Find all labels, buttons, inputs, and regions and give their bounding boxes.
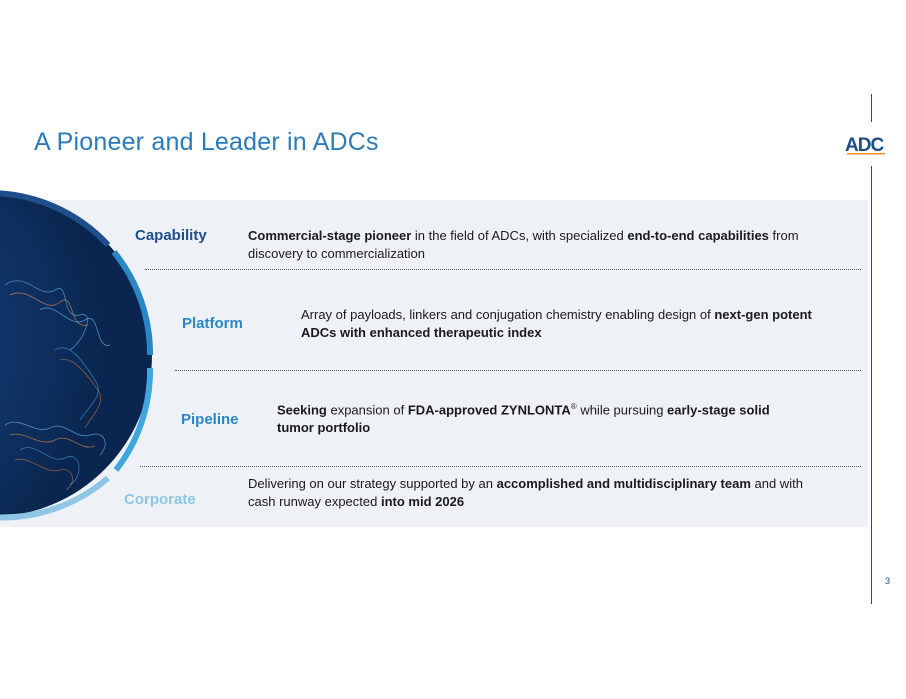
desc-corporate: Delivering on our strategy supported by … (248, 475, 833, 511)
desc-platform: Array of payloads, linkers and conjugati… (301, 306, 846, 342)
desc-pipeline-registered-mark: ® (570, 402, 577, 411)
arc-capability (0, 190, 111, 248)
label-platform: Platform (182, 315, 243, 332)
side-rule (871, 166, 872, 604)
logo-text: ADC (845, 135, 884, 156)
arc-pipeline (113, 367, 154, 472)
desc-corporate-part-2: accomplished and multidisciplinary team (496, 476, 751, 491)
molecule-texture (4, 280, 111, 491)
desc-capability-part-3: end-to-end capabilities (627, 228, 769, 243)
arc-corporate (0, 475, 110, 521)
company-logo: ADC (845, 135, 885, 156)
label-corporate: Corporate (124, 491, 196, 508)
desc-corporate-part-4: into mid 2026 (380, 494, 465, 509)
header-rule-top (871, 94, 872, 122)
desc-corporate-part-3: and with cash runway expected (248, 476, 803, 509)
label-capability: Capability (135, 227, 207, 244)
page-title: A Pioneer and Leader in ADCs (34, 128, 379, 156)
row-divider-3 (140, 466, 861, 467)
desc-capability-part-4: from discovery to commercialization (248, 228, 799, 261)
label-pipeline: Pipeline (181, 411, 239, 428)
desc-pipeline-part-2: expansion of (326, 402, 408, 418)
page-number: 3 (885, 576, 891, 586)
molecule-arc-graphic (0, 190, 154, 521)
row-divider-1 (145, 269, 861, 270)
desc-capability-part-1: Commercial-stage pioneer (248, 228, 412, 243)
desc-platform-part-1: Array of payloads, linkers and conjugati… (301, 307, 715, 322)
desc-pipeline-part-5: while pursuing (576, 402, 668, 418)
desc-corporate-part-1: Delivering on our strategy supported by … (248, 476, 497, 491)
desc-pipeline-part-3: FDA-approved ZYNLONTA (407, 402, 571, 418)
desc-pipeline: Seeking expansion of FDA-approved ZYNLON… (277, 398, 807, 437)
desc-platform-part-2: next-gen potent ADCs with enhanced thera… (301, 307, 812, 340)
desc-capability: Commercial-stage pioneer in the field of… (248, 227, 808, 263)
arc-platform (111, 250, 154, 356)
desc-pipeline-part-6: early-stage solid tumor portfolio (277, 402, 770, 436)
logo-underline (847, 153, 885, 155)
desc-pipeline-part-1: Seeking (277, 402, 327, 418)
desc-capability-part-2: in the field of ADCs, with specialized (411, 228, 628, 243)
row-divider-2 (175, 370, 861, 371)
